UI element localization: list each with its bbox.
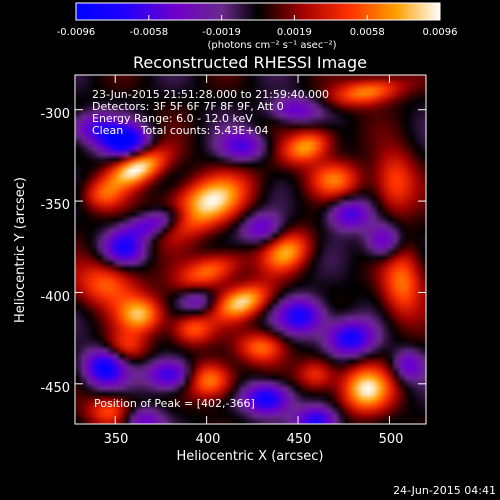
footer-date: 24-Jun-2015 04:41 xyxy=(393,484,496,497)
colorbar-gradient xyxy=(76,3,440,20)
y-tick-label: -300 xyxy=(40,107,70,122)
info-detectors: Detectors: 3F 5F 6F 7F 8F 9F, Att 0 xyxy=(92,100,284,113)
info-peak-position: Position of Peak = [402,-366] xyxy=(94,397,255,410)
heatmap-image xyxy=(75,75,426,424)
axis-ticks xyxy=(75,75,426,424)
info-clean-counts: Clean Total counts: 5.43E+04 xyxy=(92,124,269,137)
plot-frame xyxy=(74,74,427,425)
colorbar-frame xyxy=(75,2,441,21)
colorbar-tick-label: 0.0019 xyxy=(277,27,312,38)
colorbar-tick-label: -0.0058 xyxy=(129,27,168,38)
chart-title: Reconstructed RHESSI Image xyxy=(133,53,367,72)
x-tick-label: 500 xyxy=(379,432,404,447)
colorbar-tick-label: -0.0019 xyxy=(202,27,241,38)
info-block: 23-Jun-2015 21:51:28.000 to 21:59:40.000… xyxy=(92,88,329,410)
colorbar: -0.0096 -0.0058 -0.0019 0.0019 0.0058 0.… xyxy=(57,2,458,51)
info-energy-range: Energy Range: 6.0 - 12.0 keV xyxy=(92,112,253,125)
colorbar-tick-label: 0.0096 xyxy=(423,27,458,38)
x-axis-title: Heliocentric X (arcsec) xyxy=(177,449,324,464)
x-tick-label: 400 xyxy=(196,432,221,447)
colorbar-ticks xyxy=(75,15,441,20)
y-tick-label: -400 xyxy=(40,290,70,305)
x-tick-label: 350 xyxy=(104,432,129,447)
y-axis-title: Heliocentric Y (arcsec) xyxy=(13,177,28,323)
y-tick-label: -350 xyxy=(40,198,70,213)
y-tick-label: -450 xyxy=(40,381,70,396)
info-time-range: 23-Jun-2015 21:51:28.000 to 21:59:40.000 xyxy=(92,88,329,101)
colorbar-tick-label: -0.0096 xyxy=(57,27,96,38)
colorbar-tick-label: 0.0058 xyxy=(350,27,385,38)
colorbar-units: (photons cm⁻² s⁻¹ asec⁻²) xyxy=(207,40,336,51)
x-tick-label: 450 xyxy=(287,432,312,447)
